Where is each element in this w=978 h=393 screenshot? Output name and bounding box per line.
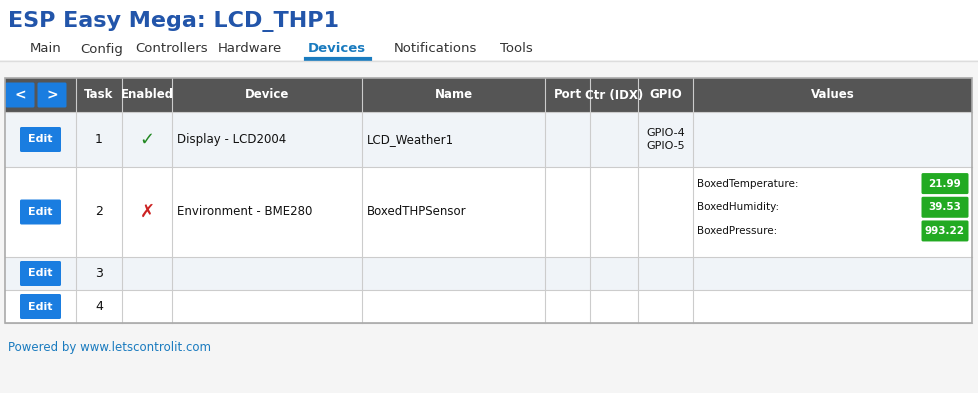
FancyBboxPatch shape xyxy=(20,127,61,152)
Text: BoxedTemperature:: BoxedTemperature: xyxy=(696,178,798,189)
Text: Edit: Edit xyxy=(28,207,53,217)
FancyBboxPatch shape xyxy=(37,83,67,108)
Text: BoxedTHPSensor: BoxedTHPSensor xyxy=(367,206,467,219)
FancyBboxPatch shape xyxy=(920,197,967,218)
Text: Edit: Edit xyxy=(28,301,53,312)
Text: Powered by www.letscontrolit.com: Powered by www.letscontrolit.com xyxy=(8,340,211,353)
Text: 39.53: 39.53 xyxy=(927,202,960,212)
Bar xyxy=(6,291,970,323)
Text: BoxedPressure:: BoxedPressure: xyxy=(696,226,777,236)
Bar xyxy=(5,78,971,112)
FancyBboxPatch shape xyxy=(920,173,967,194)
Text: Environment - BME280: Environment - BME280 xyxy=(177,206,312,219)
Text: Notifications: Notifications xyxy=(393,42,477,55)
Text: Config: Config xyxy=(80,42,123,55)
FancyBboxPatch shape xyxy=(20,200,61,224)
Bar xyxy=(6,168,970,257)
Bar xyxy=(6,258,970,290)
Text: Devices: Devices xyxy=(308,42,366,55)
Bar xyxy=(0,0,978,60)
Text: Enabled: Enabled xyxy=(120,88,173,101)
Text: Edit: Edit xyxy=(28,134,53,145)
Text: LCD_Weather1: LCD_Weather1 xyxy=(367,133,454,146)
FancyBboxPatch shape xyxy=(6,83,34,108)
Text: >: > xyxy=(46,88,58,102)
Bar xyxy=(5,78,971,323)
Text: 4: 4 xyxy=(95,300,103,313)
Text: Task: Task xyxy=(84,88,113,101)
FancyBboxPatch shape xyxy=(920,220,967,241)
FancyBboxPatch shape xyxy=(20,294,61,319)
Text: GPIO: GPIO xyxy=(648,88,682,101)
Text: Hardware: Hardware xyxy=(218,42,282,55)
Text: Name: Name xyxy=(434,88,472,101)
Text: GPIO-4
GPIO-5: GPIO-4 GPIO-5 xyxy=(645,127,685,151)
Text: 21.99: 21.99 xyxy=(928,178,960,189)
Text: Edit: Edit xyxy=(28,268,53,279)
Text: Device: Device xyxy=(244,88,289,101)
Bar xyxy=(6,113,970,167)
FancyBboxPatch shape xyxy=(20,261,61,286)
Text: 3: 3 xyxy=(95,267,103,280)
Text: Ctr (IDX): Ctr (IDX) xyxy=(584,88,643,101)
Text: Port: Port xyxy=(553,88,581,101)
Text: Display - LCD2004: Display - LCD2004 xyxy=(177,133,286,146)
Text: ESP Easy Mega: LCD_THP1: ESP Easy Mega: LCD_THP1 xyxy=(8,11,338,33)
Text: 993.22: 993.22 xyxy=(924,226,964,236)
Text: Controllers: Controllers xyxy=(135,42,207,55)
Text: Tools: Tools xyxy=(500,42,532,55)
Text: ✗: ✗ xyxy=(139,203,155,221)
Bar xyxy=(5,78,971,323)
Text: Main: Main xyxy=(30,42,62,55)
Text: BoxedHumidity:: BoxedHumidity: xyxy=(696,202,778,212)
Text: 1: 1 xyxy=(95,133,103,146)
Text: <: < xyxy=(14,88,25,102)
Text: Values: Values xyxy=(810,88,854,101)
Text: 2: 2 xyxy=(95,206,103,219)
Text: ✓: ✓ xyxy=(139,130,155,149)
